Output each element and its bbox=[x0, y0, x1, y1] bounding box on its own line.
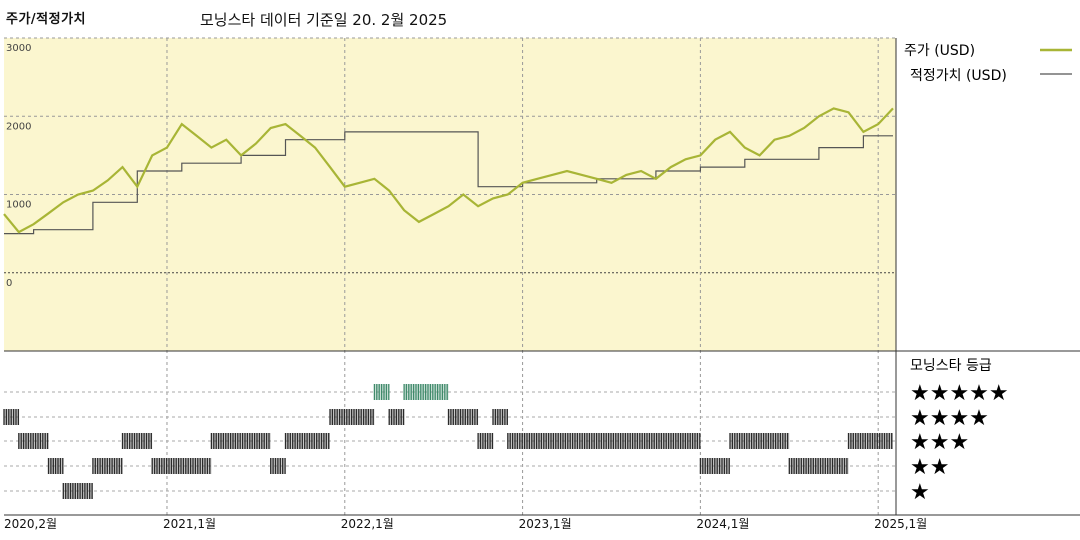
rating-bar bbox=[151, 458, 212, 474]
rating-bar bbox=[699, 458, 731, 474]
rating-bar bbox=[210, 433, 271, 449]
rating-bar bbox=[447, 409, 479, 425]
y-tick-label: 1000 bbox=[6, 200, 31, 211]
rating-bar bbox=[477, 433, 494, 449]
fair-value-line bbox=[4, 131, 893, 235]
rating-bar bbox=[847, 433, 893, 449]
y-tick-label: 0 bbox=[6, 278, 12, 289]
x-tick-label: 2021,1월 bbox=[163, 517, 216, 531]
star-label: ★★★ bbox=[910, 430, 969, 455]
x-tick-label: 2024,1월 bbox=[696, 517, 749, 531]
star-label: ★★ bbox=[910, 455, 949, 480]
price-line bbox=[3, 107, 894, 234]
rating-bar bbox=[92, 458, 123, 474]
rating-bar bbox=[47, 458, 64, 474]
rating-bar bbox=[62, 483, 93, 499]
y-tick-label: 2000 bbox=[6, 121, 31, 132]
x-tick-label: 2023,1월 bbox=[519, 517, 572, 531]
rating-bar bbox=[788, 458, 849, 474]
rating-bar bbox=[373, 384, 390, 400]
y-tick-label: 3000 bbox=[6, 43, 31, 54]
data-date-subtitle: 모닝스타 데이터 기준일 20. 2월 2025 bbox=[200, 11, 448, 29]
rating-bar bbox=[729, 433, 790, 449]
y-axis-ticks: 3000 2000 1000 0 bbox=[6, 43, 31, 289]
star-label: ★★★★★ bbox=[910, 381, 1009, 406]
rating-title: 모닝스타 등급 bbox=[910, 358, 992, 374]
rating-bar bbox=[121, 433, 153, 449]
rating-bar bbox=[388, 409, 405, 425]
star-labels: ★★★★★★★★★★★★★★★ bbox=[910, 381, 1009, 505]
rating-bar bbox=[403, 384, 449, 400]
rating-bar bbox=[492, 409, 508, 425]
rating-rows bbox=[4, 391, 896, 492]
star-label: ★★★★ bbox=[910, 406, 989, 431]
legend-price-label: 주가 (USD) bbox=[904, 43, 975, 59]
chart-section-title: 주가/적정가치 bbox=[6, 12, 87, 27]
x-tick-label: 2022,1월 bbox=[341, 517, 394, 531]
rating-bar bbox=[270, 458, 286, 474]
rating-bar bbox=[507, 433, 701, 449]
rating-bars bbox=[3, 384, 893, 499]
rating-bar bbox=[18, 433, 49, 449]
x-axis-ticks: 2020,2월 2021,1월 2022,1월 2023,1월 2024,1월 2025,… bbox=[4, 517, 927, 531]
rating-bar bbox=[3, 409, 20, 425]
x-tick-label: 2020,2월 bbox=[4, 517, 57, 531]
legend-fair-label: 적정가치 (USD) bbox=[910, 68, 1007, 84]
rating-bar bbox=[284, 433, 330, 449]
star-label: ★ bbox=[910, 480, 930, 505]
x-tick-label: 2025,1월 bbox=[874, 517, 927, 531]
rating-bar bbox=[329, 409, 375, 425]
